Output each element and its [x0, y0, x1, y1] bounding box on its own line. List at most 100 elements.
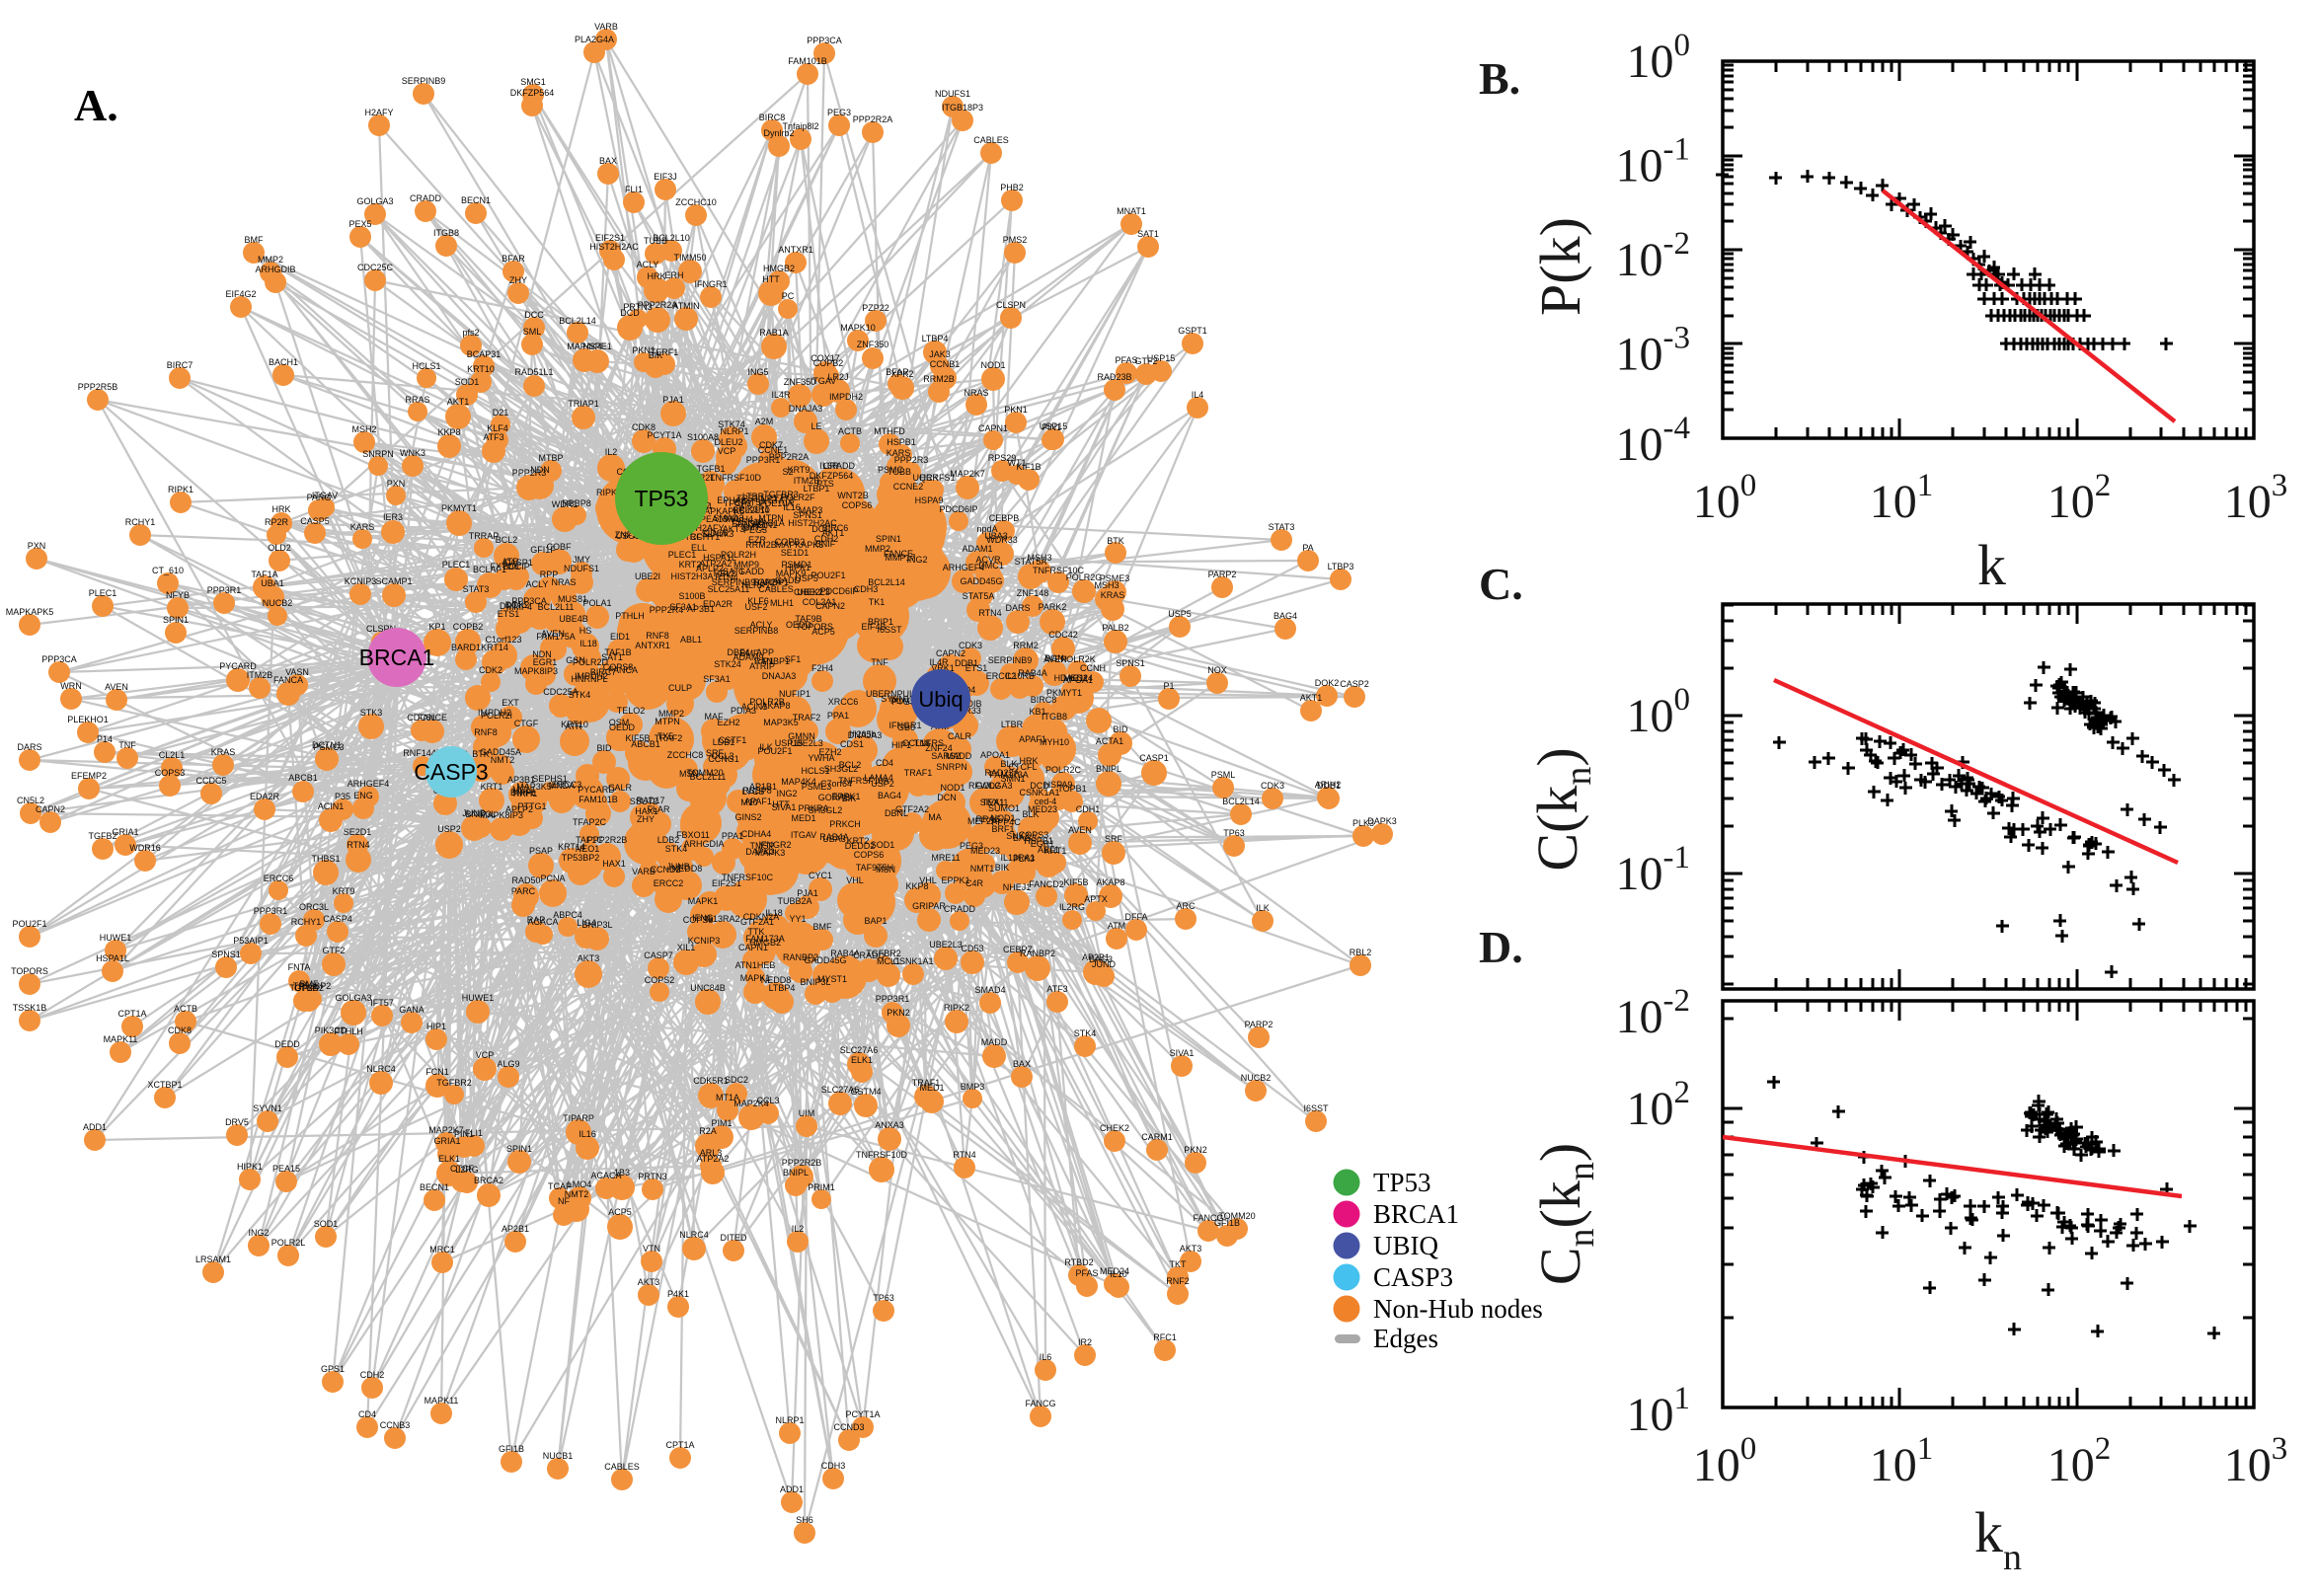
svg-text:TP63: TP63	[873, 1293, 894, 1303]
svg-text:C4R: C4R	[965, 878, 984, 888]
svg-text:TOPORS: TOPORS	[11, 966, 48, 976]
svg-text:SERPINB9: SERPINB9	[988, 655, 1033, 665]
svg-text:ILK: ILK	[759, 742, 773, 752]
svg-text:DKFZP564: DKFZP564	[810, 471, 854, 481]
svg-text:C1orf123: C1orf123	[485, 635, 521, 645]
svg-text:APAF1: APAF1	[1019, 734, 1046, 744]
svg-text:HIST2H2AC: HIST2H2AC	[788, 518, 837, 528]
svg-text:FLI1: FLI1	[465, 1128, 483, 1138]
svg-text:HTT: HTT	[762, 274, 780, 284]
svg-text:XRCC6: XRCC6	[828, 697, 859, 707]
svg-text:IL2: IL2	[792, 1224, 805, 1234]
svg-text:TTK: TTK	[748, 927, 765, 937]
svg-text:MAP3K5: MAP3K5	[516, 782, 552, 792]
svg-text:RBBP8: RBBP8	[562, 498, 591, 508]
svg-text:TGFB1: TGFB1	[696, 464, 725, 474]
svg-text:USP2: USP2	[437, 824, 461, 834]
svg-text:CCDC5: CCDC5	[195, 776, 226, 786]
svg-text:NFYB: NFYB	[166, 590, 190, 600]
svg-text:IL13RA2: IL13RA2	[705, 914, 739, 924]
svg-text:POU2F1: POU2F1	[757, 746, 792, 756]
svg-text:NEDD8: NEDD8	[761, 975, 792, 985]
svg-text:HIST2H2AC: HIST2H2AC	[589, 242, 639, 252]
svg-text:ZHY: ZHY	[509, 275, 527, 285]
svg-text:IL16: IL16	[783, 502, 801, 512]
svg-text:SARS2: SARS2	[931, 751, 961, 761]
svg-text:DBF4: DBF4	[727, 647, 749, 657]
svg-text:HSPA9: HSPA9	[1044, 780, 1073, 790]
svg-text:TP63: TP63	[1223, 828, 1245, 838]
svg-text:STK74: STK74	[718, 419, 745, 429]
svg-text:HIPK1: HIPK1	[237, 1162, 263, 1172]
svg-text:AP3B1: AP3B1	[687, 604, 715, 614]
svg-text:KP1: KP1	[428, 622, 445, 632]
svg-text:CSNK1A1: CSNK1A1	[892, 956, 933, 966]
svg-text:NOX: NOX	[1207, 665, 1227, 675]
svg-text:ELK1: ELK1	[438, 1154, 460, 1164]
svg-text:PPP3R1: PPP3R1	[876, 994, 910, 1004]
svg-text:BGN: BGN	[1044, 653, 1064, 663]
svg-text:IL2RG: IL2RG	[1059, 902, 1085, 912]
svg-text:CTCF: CTCF	[450, 1164, 474, 1174]
svg-text:NLRP1: NLRP1	[775, 1415, 804, 1425]
svg-text:POLA1: POLA1	[582, 598, 611, 608]
svg-text:PKN1: PKN1	[1004, 405, 1028, 415]
svg-text:TRIAP1: TRIAP1	[568, 399, 599, 409]
svg-text:DITED: DITED	[721, 1233, 748, 1243]
svg-text:COPB2: COPB2	[813, 358, 844, 368]
svg-text:MED24: MED24	[1100, 1266, 1129, 1276]
svg-text:CASP2: CASP2	[1340, 679, 1369, 689]
svg-text:PPP2R2A: PPP2R2A	[853, 114, 893, 124]
svg-text:PPP2R3: PPP2R3	[894, 455, 929, 465]
svg-text:DCTN1: DCTN1	[312, 740, 342, 750]
svg-text:OEDD: OEDD	[786, 620, 812, 630]
svg-text:NLRC4: NLRC4	[679, 1230, 709, 1240]
svg-text:SMN1: SMN1	[1000, 774, 1025, 784]
svg-text:HNRNPL: HNRNPL	[571, 674, 607, 684]
svg-text:ZHY: ZHY	[637, 814, 655, 824]
svg-text:VCP: VCP	[476, 1050, 495, 1060]
svg-text:EPPK1: EPPK1	[831, 792, 860, 801]
svg-text:MMP2: MMP2	[258, 255, 283, 265]
svg-text:VARB: VARB	[594, 22, 618, 32]
svg-text:SPNS1: SPNS1	[211, 950, 241, 959]
svg-text:HTT: HTT	[772, 799, 790, 809]
svg-text:CEBPZ: CEBPZ	[1003, 945, 1034, 954]
svg-text:ORC3L: ORC3L	[299, 902, 329, 912]
svg-text:P14: P14	[97, 734, 113, 744]
svg-text:GANA: GANA	[399, 1005, 425, 1015]
svg-text:PTTG1: PTTG1	[517, 801, 546, 811]
svg-text:PYCARD: PYCARD	[219, 661, 257, 671]
svg-text:HUWE1: HUWE1	[462, 993, 495, 1003]
svg-text:GADD: GADD	[738, 567, 765, 576]
svg-text:DCN: DCN	[937, 793, 957, 802]
svg-text:CDH3: CDH3	[854, 584, 879, 594]
svg-text:GRIPAR: GRIPAR	[912, 901, 946, 911]
svg-text:PPP2R2B: PPP2R2B	[587, 835, 628, 845]
svg-text:PPP3R1: PPP3R1	[746, 455, 781, 465]
svg-text:GMNN: GMNN	[788, 731, 815, 741]
svg-text:HMGB2: HMGB2	[749, 938, 781, 948]
svg-text:KRT10: KRT10	[467, 364, 495, 374]
svg-text:Ifi205b: Ifi205b	[849, 729, 876, 739]
svg-text:P(k): P(k)	[1528, 217, 1592, 316]
svg-text:AKT3: AKT3	[578, 953, 600, 963]
svg-text:FAM175A: FAM175A	[536, 632, 576, 642]
svg-text:USP15: USP15	[1040, 421, 1068, 431]
svg-text:STK24: STK24	[714, 659, 741, 669]
svg-text:FAM101B: FAM101B	[788, 56, 827, 66]
svg-text:FBXO11: FBXO11	[676, 830, 710, 840]
svg-text:GRIA1: GRIA1	[433, 1136, 460, 1146]
svg-text:RAB1A: RAB1A	[755, 518, 785, 528]
svg-text:BMP3: BMP3	[961, 1082, 985, 1092]
svg-text:CAPN1: CAPN1	[738, 943, 768, 952]
svg-text:GFI1F: GFI1F	[530, 545, 556, 555]
svg-text:SH3GL2: SH3GL2	[809, 805, 843, 815]
svg-text:BNIF: BNIF	[815, 539, 836, 549]
svg-text:LDB1: LDB1	[713, 737, 735, 747]
svg-text:BRCA1: BRCA1	[359, 645, 435, 670]
svg-text:BMF: BMF	[300, 979, 320, 989]
svg-text:NLRC4: NLRC4	[366, 1064, 396, 1074]
svg-text:CDKN2A: CDKN2A	[743, 912, 780, 922]
svg-text:HCLS1: HCLS1	[801, 766, 829, 776]
